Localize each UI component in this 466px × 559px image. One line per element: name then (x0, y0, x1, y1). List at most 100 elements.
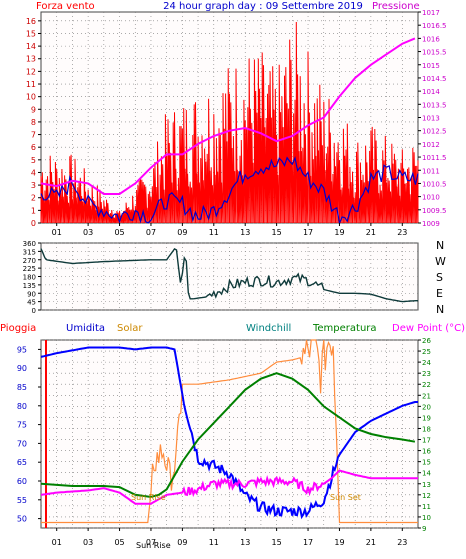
p1-x-tick-label: 23 (397, 228, 407, 237)
p1-x-tick-label: 13 (240, 228, 250, 237)
p3-right-tick-label: 24 (422, 359, 431, 367)
p1-x-tick-label: 17 (303, 228, 313, 237)
p1-right-tick-label: 1011.5 (422, 154, 447, 162)
temperature-series (40, 372, 416, 499)
p1-left-tick-label: 16 (26, 17, 36, 26)
p1-right-tick-label: 1015 (422, 62, 440, 70)
p1-left-tick-label: 2 (31, 194, 36, 203)
p3-right-tick-label: 12 (422, 492, 431, 500)
p1-left-tick-label: 8 (31, 118, 36, 127)
p3-right-tick-label: 14 (422, 470, 431, 478)
p3-left-tick-label: 65 (17, 458, 27, 467)
p1-right-tick-label: 1009.5 (422, 207, 447, 215)
p3-right-tick-label: 13 (422, 481, 431, 489)
p1-right-tick-label: 1011 (422, 167, 440, 175)
labels-layer: 01234567891011121314151610091009.5101010… (17, 9, 447, 547)
p1-x-tick-label: 19 (334, 228, 344, 237)
p3-right-tick-label: 11 (422, 503, 431, 511)
p3-right-tick-label: 23 (422, 370, 431, 378)
p3-right-tick-label: 20 (422, 403, 431, 411)
p3-left-tick-label: 70 (17, 439, 27, 448)
p1-left-tick-label: 5 (31, 156, 36, 165)
humidity-series (40, 346, 418, 520)
p3-left-tick-label: 80 (17, 402, 27, 411)
p3-left-tick-label: 95 (17, 345, 27, 354)
p1-left-tick-label: 14 (26, 42, 36, 51)
compass-w: W (435, 255, 446, 268)
windchill-label: Windchill (246, 323, 291, 334)
p3-x-tick-label: 11 (209, 538, 219, 547)
p3-x-tick-label: 03 (83, 538, 93, 547)
p1-left-tick-label: 11 (26, 80, 36, 89)
wind-force-series (40, 21, 419, 224)
p3-x-tick-label: 13 (240, 538, 250, 547)
p3-right-tick-label: 25 (422, 348, 431, 356)
p1-right-tick-label: 1009 (422, 220, 440, 228)
p3-right-tick-label: 9 (422, 525, 426, 533)
p1-right-tick-label: 1014.5 (422, 75, 447, 83)
p2-left-tick-label: 225 (23, 265, 36, 273)
p1-left-tick-label: 15 (26, 29, 36, 38)
p3-x-tick-label: 21 (366, 538, 376, 547)
p3-x-tick-label: 15 (272, 538, 282, 547)
p1-right-tick-label: 1013.5 (422, 101, 447, 109)
p1-left-tick-label: 12 (26, 67, 36, 76)
p1-right-tick-label: 1014 (422, 88, 440, 96)
umidita-label: Umidita (66, 323, 105, 334)
p2-left-tick-label: 0 (32, 307, 36, 315)
p1-left-tick-label: 0 (31, 219, 36, 228)
p1-x-tick-label: 01 (52, 228, 62, 237)
p2-left-tick-label: 360 (23, 240, 36, 248)
p3-x-tick-label: 05 (114, 538, 124, 547)
p1-x-tick-label: 03 (83, 228, 93, 237)
p1-right-tick-label: 1013 (422, 115, 440, 123)
p3-right-tick-label: 17 (422, 437, 431, 445)
series-layer (40, 21, 419, 528)
compass-s: S (436, 271, 443, 284)
p3-right-tick-label: 10 (422, 514, 431, 522)
p3-right-tick-label: 15 (422, 459, 431, 467)
pressure-series (40, 37, 416, 195)
p1-x-tick-label: 11 (209, 228, 219, 237)
graph-title: 24 hour graph day : 09 Settembre 2019 (163, 1, 363, 12)
p1-left-tick-label: 3 (31, 181, 36, 190)
p1-left-tick-label: 9 (31, 105, 36, 114)
solar-series (41, 339, 418, 524)
p3-left-tick-label: 75 (17, 421, 27, 430)
p3-x-tick-label: 23 (397, 538, 407, 547)
p3-x-tick-label: 07 (146, 538, 156, 547)
wind-direction-series (40, 247, 418, 303)
p1-x-tick-label: 07 (146, 228, 156, 237)
p1-x-tick-label: 09 (177, 228, 187, 237)
p3-right-tick-label: 18 (422, 425, 431, 433)
p1-right-tick-label: 1010.5 (422, 180, 447, 188)
pioggia-label: Pioggia (0, 323, 36, 334)
p2-left-tick-label: 45 (27, 299, 36, 307)
pressure-label: Pressione (372, 1, 420, 12)
p3-x-tick-label: 09 (177, 538, 187, 547)
p1-right-tick-label: 1016 (422, 35, 440, 43)
p1-left-tick-label: 6 (31, 143, 36, 152)
sunrise-annotation: Sun Rise (131, 493, 166, 502)
wind-force-label: Forza vento (36, 1, 95, 12)
p1-left-tick-label: 13 (26, 55, 36, 64)
p3-x-tick-label: 17 (303, 538, 313, 547)
p2-left-tick-label: 180 (23, 274, 36, 282)
p1-right-tick-label: 1010 (422, 194, 440, 202)
p1-x-tick-label: 21 (366, 228, 376, 237)
p3-left-tick-label: 50 (17, 515, 27, 524)
compass-n-top: N (436, 239, 444, 252)
p1-right-tick-label: 1012 (422, 141, 440, 149)
p2-left-tick-label: 90 (27, 290, 36, 298)
sunset-annotation: Sun Set (330, 493, 361, 502)
p3-right-tick-label: 22 (422, 381, 431, 389)
p3-x-tick-label: 19 (334, 538, 344, 547)
p1-right-tick-label: 1016.5 (422, 22, 447, 30)
p3-x-tick-label: 01 (52, 538, 62, 547)
p3-right-tick-label: 21 (422, 392, 431, 400)
p1-left-tick-label: 7 (31, 131, 36, 140)
p1-left-tick-label: 10 (26, 93, 36, 102)
dewpoint-label: Dew Point (°C) (392, 323, 465, 334)
